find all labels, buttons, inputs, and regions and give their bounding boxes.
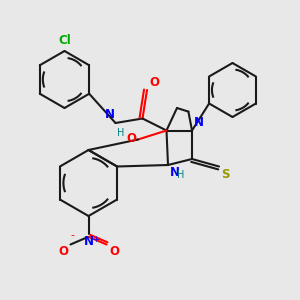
Text: +: + bbox=[92, 235, 99, 244]
Text: Cl: Cl bbox=[58, 34, 71, 47]
Text: O: O bbox=[58, 245, 68, 258]
Text: N: N bbox=[169, 167, 179, 179]
Text: O: O bbox=[149, 76, 159, 88]
Text: N: N bbox=[83, 235, 94, 248]
Text: S: S bbox=[221, 168, 230, 181]
Text: O: O bbox=[109, 245, 119, 258]
Text: N: N bbox=[194, 116, 203, 129]
Text: -: - bbox=[70, 230, 74, 240]
Text: O: O bbox=[127, 131, 136, 145]
Text: N: N bbox=[105, 109, 115, 122]
Text: H: H bbox=[177, 170, 184, 180]
Text: H: H bbox=[117, 128, 124, 138]
